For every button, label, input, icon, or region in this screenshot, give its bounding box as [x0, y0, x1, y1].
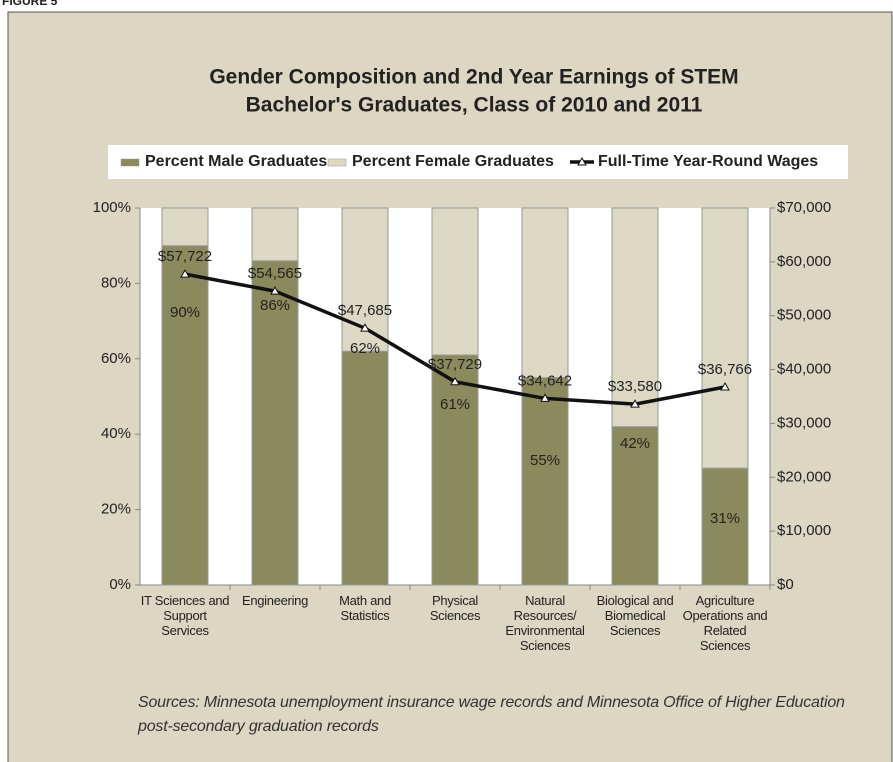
wage-marker: [360, 323, 370, 332]
legend-label: Percent Male Graduates: [145, 153, 327, 170]
y-tick-label: 20%: [101, 501, 131, 518]
bar-value-label: 31%: [710, 510, 740, 527]
x-tick-label: IT Sciences and Support Services: [140, 593, 230, 638]
y-tick-label: 80%: [101, 274, 131, 291]
legend-label: Percent Female Graduates: [352, 153, 554, 170]
bar-segment: [251, 207, 299, 262]
wage-marker: [450, 376, 460, 386]
bar-value-label: 62%: [350, 340, 380, 357]
bar-segment: [611, 207, 659, 428]
bar-segment: [521, 207, 569, 379]
y-tick-label: 40%: [101, 425, 131, 442]
y-tick-label: 100%: [93, 199, 131, 216]
bar-segment: [251, 260, 299, 586]
bar-segment: [161, 245, 209, 586]
wage-label: $37,729: [428, 356, 482, 373]
x-tick-label: Biological and Biomedical Sciences: [596, 593, 674, 638]
legend-marker: [577, 156, 587, 166]
wage-marker: [270, 286, 280, 295]
y2-tick-label: $50,000: [777, 307, 831, 324]
x-tick-label: Math and Statistics: [339, 593, 391, 623]
bar-value-label: 42%: [620, 435, 650, 452]
legend-swatch: [327, 158, 347, 167]
wage-label: $34,642: [518, 372, 572, 389]
wage-label: $47,685: [338, 302, 392, 319]
y2-tick-label: $0: [777, 576, 794, 593]
y2-tick-label: $30,000: [777, 414, 831, 431]
source-note: post-secondary graduation records: [138, 718, 379, 735]
y2-tick-label: $40,000: [777, 361, 831, 378]
bar-segment: [521, 377, 569, 586]
y-tick-label: 60%: [101, 350, 131, 367]
y-tick-label: 0%: [109, 576, 131, 593]
source-note: Sources: Minnesota unemployment insuranc…: [138, 694, 845, 711]
bar-segment: [611, 426, 659, 586]
bar-value-label: 86%: [260, 297, 290, 314]
bar-value-label: 61%: [440, 396, 470, 413]
wage-label: $36,766: [698, 361, 752, 378]
y2-tick-label: $10,000: [777, 522, 831, 539]
bar-segment: [701, 207, 749, 469]
wage-marker: [540, 393, 550, 402]
wage-marker: [630, 399, 640, 408]
x-tick-label: Physical Sciences: [429, 593, 481, 623]
bar-segment: [431, 354, 479, 586]
wage-label: $57,722: [158, 248, 212, 265]
figure-label: FIGURE 5: [2, 0, 58, 8]
legend-box: [108, 145, 848, 179]
x-tick-label: Agriculture Operations and Related Scien…: [682, 593, 768, 653]
legend-label: Full-Time Year-Round Wages: [598, 153, 818, 170]
bar-segment: [341, 350, 389, 586]
bar-value-label: 90%: [170, 304, 200, 321]
wage-label: $33,580: [608, 378, 662, 395]
wage-marker: [720, 381, 730, 391]
wage-marker: [180, 269, 190, 278]
y2-tick-label: $60,000: [777, 253, 831, 270]
wage-label: $54,565: [248, 265, 302, 282]
x-tick-label: Natural Resources/ Environmental Science…: [505, 593, 585, 653]
legend-swatch: [120, 158, 140, 167]
bar-value-label: 55%: [530, 452, 560, 469]
bar-segment: [701, 467, 749, 586]
chart-title: Gender Composition and 2nd Year Earnings…: [209, 66, 738, 89]
y2-tick-label: $70,000: [777, 199, 831, 216]
chart-title: Bachelor's Graduates, Class of 2010 and …: [246, 94, 703, 117]
bar-segment: [161, 207, 209, 247]
bar-segment: [431, 207, 479, 356]
x-tick-label: Engineering: [241, 593, 309, 608]
y2-tick-label: $20,000: [777, 468, 831, 485]
